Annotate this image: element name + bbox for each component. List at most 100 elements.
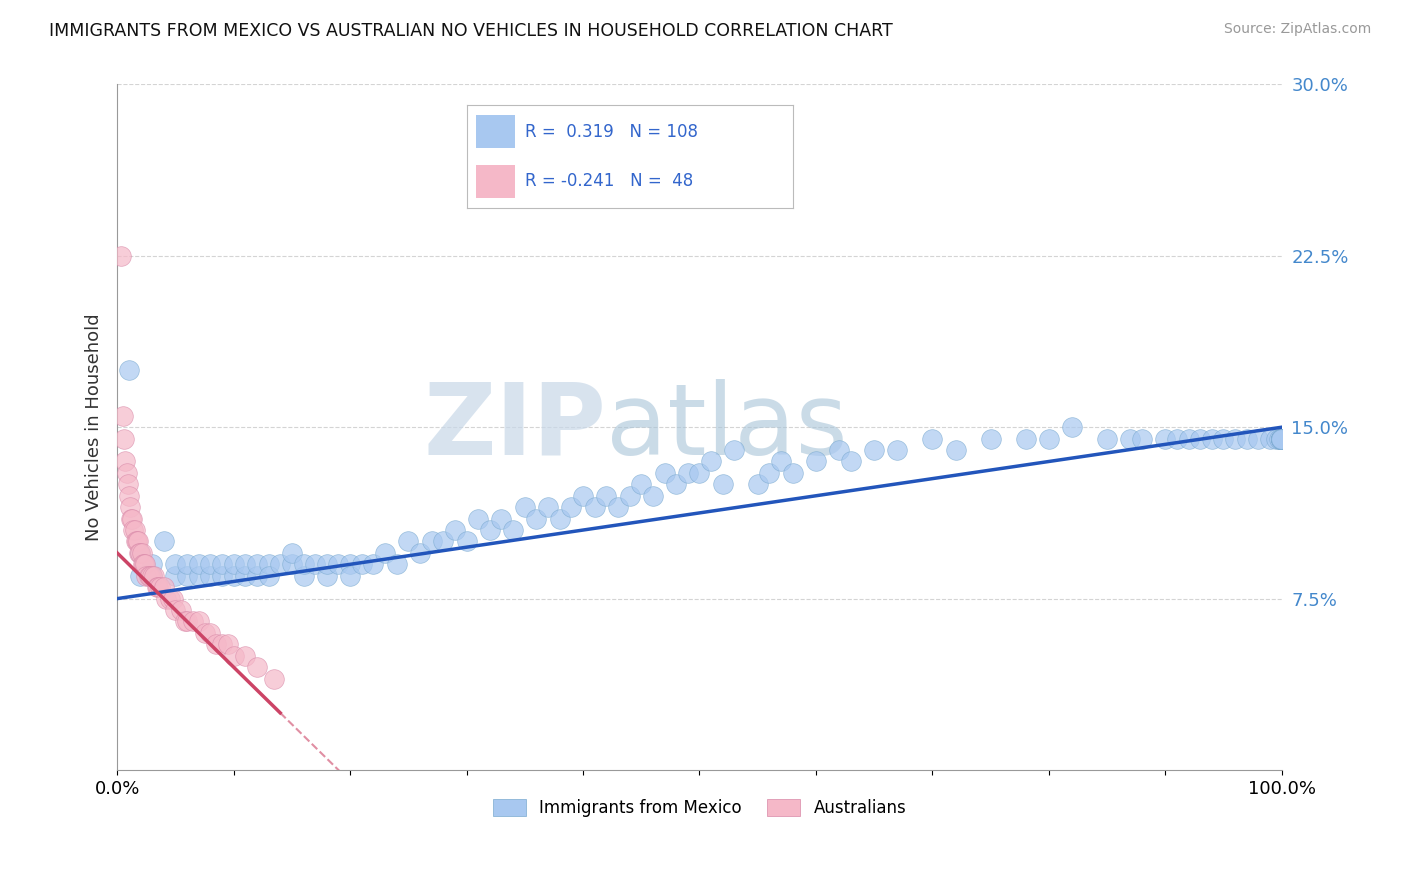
Point [1270, 432, 1292, 446]
Point [385, 558, 408, 572]
Point [607, 500, 630, 515]
Point [200, 558, 222, 572]
Point [125, 534, 148, 549]
Point [233, 648, 256, 663]
Point [350, 558, 373, 572]
Point [583, 500, 606, 515]
Point [676, 466, 699, 480]
Point [572, 489, 595, 503]
Point [1236, 432, 1258, 446]
Point [420, 534, 443, 549]
Point [782, 466, 804, 480]
Point [176, 615, 198, 629]
Point [135, 568, 157, 582]
Point [211, 568, 233, 582]
Point [114, 454, 136, 468]
Point [211, 637, 233, 651]
Point [222, 648, 245, 663]
Point [118, 489, 141, 503]
Point [747, 477, 769, 491]
Point [769, 454, 792, 468]
Point [315, 558, 337, 572]
Point [1177, 432, 1199, 446]
Point [1268, 432, 1291, 446]
Legend: Immigrants from Mexico, Australians: Immigrants from Mexico, Australians [486, 792, 912, 823]
Point [211, 558, 233, 572]
Point [537, 500, 560, 515]
Point [467, 511, 489, 525]
Point [120, 511, 142, 525]
Point [839, 454, 862, 468]
Point [432, 534, 454, 549]
Point [155, 591, 177, 606]
Point [146, 580, 169, 594]
Point [193, 626, 215, 640]
Point [1270, 432, 1292, 446]
Text: Source: ZipAtlas.com: Source: ZipAtlas.com [1223, 22, 1371, 37]
Point [1270, 432, 1292, 446]
Point [491, 511, 513, 525]
Point [1130, 432, 1153, 446]
Point [1166, 432, 1188, 446]
Point [129, 568, 152, 582]
Point [502, 523, 524, 537]
Point [304, 558, 326, 572]
Point [127, 534, 149, 549]
Point [170, 603, 193, 617]
Point [141, 568, 163, 582]
Point [700, 454, 723, 468]
Point [688, 466, 710, 480]
Point [152, 534, 174, 549]
Point [863, 443, 886, 458]
Point [233, 568, 256, 582]
Text: atlas: atlas [606, 379, 848, 475]
Point [263, 672, 285, 686]
Point [478, 523, 501, 537]
Point [292, 558, 315, 572]
Point [200, 568, 222, 582]
Point [560, 500, 582, 515]
Point [641, 489, 664, 503]
Point [1201, 432, 1223, 446]
Point [124, 523, 146, 537]
Point [111, 409, 134, 423]
Point [711, 477, 734, 491]
Point [132, 558, 155, 572]
Point [246, 660, 269, 674]
Text: ZIP: ZIP [423, 379, 606, 475]
Point [128, 546, 150, 560]
Point [117, 477, 139, 491]
Point [1270, 432, 1292, 446]
Point [110, 249, 132, 263]
Point [1095, 432, 1118, 446]
Point [181, 615, 204, 629]
Point [246, 558, 269, 572]
Point [233, 558, 256, 572]
Point [118, 500, 141, 515]
Point [176, 568, 198, 582]
Point [1270, 432, 1292, 446]
Point [513, 500, 536, 515]
Point [1247, 432, 1270, 446]
Point [1264, 432, 1286, 446]
Point [162, 591, 184, 606]
Point [328, 558, 350, 572]
Point [121, 511, 143, 525]
Point [804, 454, 827, 468]
Point [129, 546, 152, 560]
Point [1270, 432, 1292, 446]
Point [138, 568, 160, 582]
Point [945, 443, 967, 458]
Point [187, 558, 209, 572]
Point [548, 511, 571, 525]
Point [281, 558, 304, 572]
Point [828, 443, 851, 458]
Point [723, 443, 745, 458]
Point [1014, 432, 1036, 446]
Point [134, 558, 156, 572]
Point [292, 568, 315, 582]
Point [1038, 432, 1060, 446]
Point [222, 568, 245, 582]
Point [125, 534, 148, 549]
Point [159, 591, 181, 606]
